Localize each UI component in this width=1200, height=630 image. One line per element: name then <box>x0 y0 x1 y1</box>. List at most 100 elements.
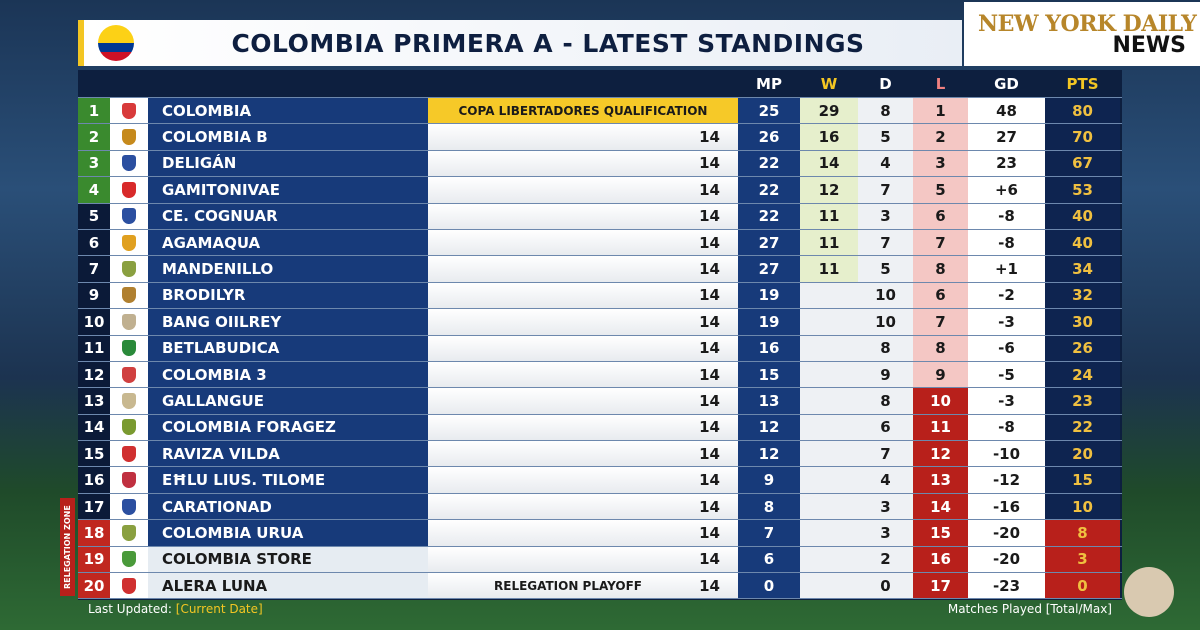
table-row[interactable]: 7 MANDENILLO 14 27 11 5 8 +1 34 <box>78 255 1122 282</box>
table-row[interactable]: 4 GAMITONIVAE 14 22 12 7 5 +6 53 <box>78 176 1122 203</box>
table-row[interactable]: 13 GALLANGUE 14 13 8 10 -3 23 <box>78 387 1122 414</box>
w-cell: 29 <box>800 98 858 124</box>
mp-cell: 22 <box>738 150 800 177</box>
relegation-zone-label: RELEGATION ZONE <box>60 498 75 596</box>
note-cell: 14 <box>428 520 738 546</box>
l-cell: 16 <box>913 546 968 573</box>
note-cell: 14 <box>428 335 738 361</box>
l-cell: 6 <box>913 282 968 309</box>
team-name[interactable]: BRODILYR <box>148 282 428 309</box>
mp-cell: 6 <box>738 546 800 573</box>
d-cell: 10 <box>858 309 913 335</box>
gd-cell: -12 <box>968 467 1045 493</box>
w-cell <box>800 520 858 546</box>
team-crest-icon <box>110 309 148 335</box>
note-cell: 14 <box>428 309 738 335</box>
pts-cell: 67 <box>1045 150 1120 177</box>
header-d: D <box>879 74 892 93</box>
gd-cell: -20 <box>968 520 1045 546</box>
rank: 16 <box>78 467 110 493</box>
w-cell <box>800 546 858 573</box>
note-cell: 14 <box>428 414 738 441</box>
pts-cell: 8 <box>1045 520 1120 546</box>
l-cell: 14 <box>913 493 968 520</box>
qualification-label: COPA LIBERTADORES QUALIFICATION <box>428 98 738 124</box>
team-name[interactable]: DELIGÁN <box>148 150 428 177</box>
note-cell: 14 <box>428 388 738 414</box>
note-cell: 14 <box>428 124 738 150</box>
gd-cell: -8 <box>968 414 1045 441</box>
team-name[interactable]: GAMITONIVAE <box>148 177 428 203</box>
table-row[interactable]: 9 BRODILYR 14 19 10 6 -2 32 <box>78 281 1122 309</box>
mp-cell: 19 <box>738 282 800 309</box>
team-crest-icon <box>110 150 148 177</box>
gd-cell: -2 <box>968 282 1045 309</box>
table-row[interactable]: 2 COLOMBIA B 14 26 16 5 2 27 70 <box>78 123 1122 150</box>
team-name[interactable]: RAVIZA VILDA <box>148 441 428 467</box>
team-name[interactable]: BANG OIILREY <box>148 309 428 335</box>
gd-cell: 48 <box>968 98 1045 124</box>
team-name[interactable]: COLOMBIA B <box>148 124 428 150</box>
l-cell: 12 <box>913 441 968 467</box>
gd-cell: -23 <box>968 573 1045 599</box>
mp-cell: 27 <box>738 256 800 282</box>
overlay-circle <box>1124 567 1174 617</box>
note-cell: 14 <box>428 203 738 229</box>
table-row[interactable]: 19 COLOMBIA STORE 14 6 2 16 -20 3 <box>78 545 1122 573</box>
team-name[interactable]: BETLABUDICA <box>148 335 428 361</box>
team-name[interactable]: MANDENILLO <box>148 256 428 282</box>
team-name[interactable]: AGAMAQUA <box>148 229 428 256</box>
table-row[interactable]: 5 CE. COGNUAR 14 22 11 3 6 -8 40 <box>78 202 1122 229</box>
mp-cell: 9 <box>738 467 800 493</box>
rank: 13 <box>78 388 110 414</box>
mp-cell: 0 <box>738 573 800 599</box>
w-cell <box>800 335 858 361</box>
team-name[interactable]: CARATIONAD <box>148 493 428 520</box>
table-row[interactable]: 12 COLOMBIA 3 14 15 9 9 -5 24 <box>78 360 1122 388</box>
note-cell: 14 <box>428 150 738 177</box>
team-name[interactable]: ALERA LUNA <box>148 573 428 599</box>
team-name[interactable]: EĦLU LIUS. TILOME <box>148 467 428 493</box>
table-row[interactable]: 15 RAVIZA VILDA 14 12 7 12 -10 20 <box>78 440 1122 467</box>
table-row[interactable]: 10 BANG OIILREY 14 19 10 7 -3 30 <box>78 308 1122 335</box>
table-row[interactable]: 14 COLOMBIA FORAGEZ 14 12 6 11 -8 22 <box>78 413 1122 441</box>
table-row[interactable]: 18 COLOMBIA URUA 14 7 3 15 -20 8 <box>78 519 1122 546</box>
note-cell: 14 <box>428 361 738 388</box>
table-row[interactable]: 6 AGAMAQUA 14 27 11 7 7 -8 40 <box>78 228 1122 256</box>
mp-cell: 26 <box>738 124 800 150</box>
mp-cell: 8 <box>738 493 800 520</box>
team-name[interactable]: COLOMBIA FORAGEZ <box>148 414 428 441</box>
w-cell <box>800 309 858 335</box>
team-name[interactable]: COLOMBIA STORE <box>148 546 428 573</box>
w-cell <box>800 573 858 599</box>
rank: 12 <box>78 361 110 388</box>
pts-cell: 0 <box>1045 573 1120 599</box>
pts-cell: 26 <box>1045 335 1120 361</box>
d-cell: 0 <box>858 573 913 599</box>
team-name[interactable]: CE. COGNUAR <box>148 203 428 229</box>
header-l: L <box>935 74 946 93</box>
table-row[interactable]: 3 DELIGÁN 14 22 14 4 3 23 67 <box>78 149 1122 177</box>
team-name[interactable]: COLOMBIA URUA <box>148 520 428 546</box>
d-cell: 3 <box>858 493 913 520</box>
pts-cell: 70 <box>1045 124 1120 150</box>
pts-cell: 24 <box>1045 361 1120 388</box>
standings-table: MP W D L GD PTS 1 COLOMBIA COPA LIBERTAD… <box>78 70 1122 616</box>
d-cell: 6 <box>858 414 913 441</box>
team-name[interactable]: GALLANGUE <box>148 388 428 414</box>
table-row[interactable]: 11 BETLABUDICA 14 16 8 8 -6 26 <box>78 334 1122 361</box>
w-cell <box>800 441 858 467</box>
team-name[interactable]: COLOMBIA <box>148 98 428 124</box>
table-row[interactable]: 17 CARATIONAD 14 8 3 14 -16 10 <box>78 492 1122 520</box>
rank: 6 <box>78 229 110 256</box>
table-row[interactable]: 16 EĦLU LIUS. TILOME 14 9 4 13 -12 15 <box>78 466 1122 493</box>
table-row[interactable]: 20 ALERA LUNA RELEGATION PLAYOFF 14 0 0 1… <box>78 572 1122 599</box>
mp-cell: 12 <box>738 441 800 467</box>
pts-cell: 53 <box>1045 177 1120 203</box>
rank: 18 <box>78 520 110 546</box>
table-row[interactable]: 1 COLOMBIA COPA LIBERTADORES QUALIFICATI… <box>78 97 1122 124</box>
l-cell: 15 <box>913 520 968 546</box>
gd-cell: -20 <box>968 546 1045 573</box>
team-name[interactable]: COLOMBIA 3 <box>148 361 428 388</box>
rank: 11 <box>78 335 110 361</box>
